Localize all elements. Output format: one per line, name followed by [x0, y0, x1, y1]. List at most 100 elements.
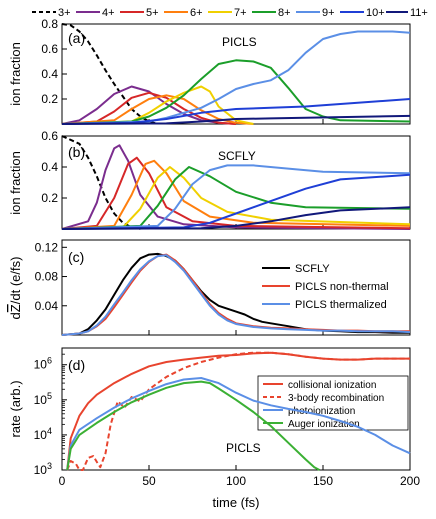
legend-label-picls-nonthermal: PICLS non-thermal: [295, 281, 389, 293]
panel-c-legend: SCFLY PICLS non-thermal PICLS thermalize…: [262, 263, 389, 311]
svg-text:dZ/dt (e/fs): dZ/dt (e/fs): [8, 257, 23, 320]
panel-c-label: (c): [68, 249, 84, 265]
panel-a-ticks: 0.2 0.4 0.6 0.8: [41, 17, 411, 124]
panel-a: (a) PICLS ion fraction 0.2 0.4 0.6 0.8: [8, 17, 411, 125]
legend-item-4plus: 4+: [76, 7, 115, 19]
legend-item-8plus: 8+: [252, 7, 291, 19]
panel-c-ytick-label: 0.12: [35, 240, 59, 254]
panel-d-ytick-label: 103: [34, 461, 52, 477]
panel-b-series-8plus: [61, 166, 411, 230]
legend-label-collisional: collisional ionization: [288, 380, 376, 391]
panel-d-ytick-label: 104: [34, 426, 52, 442]
panel-b-series-6plus: [61, 159, 411, 230]
x-axis-label: time (fs): [213, 495, 260, 510]
legend-label-photoionization: photoionization: [288, 406, 355, 417]
panel-a-ytick-label: 0.6: [41, 42, 58, 56]
panel-b-series-11plus: [61, 206, 411, 230]
panel-d-series: [66, 351, 411, 471]
xtick-label: 100: [226, 474, 246, 488]
panel-c-series: [61, 252, 411, 336]
panel-a-series-7plus: [61, 85, 254, 125]
panel-a-ytick-label: 0.8: [41, 17, 58, 31]
panel-c-ytick-label: 0.08: [35, 270, 59, 284]
panel-a-ytick-label: 0.4: [41, 67, 58, 81]
panel-b-ytick-label: 0.6: [41, 129, 58, 143]
legend-item-3plus: 3+: [32, 7, 71, 19]
xtick-label: 0: [59, 474, 66, 488]
xtick-label: 50: [142, 474, 156, 488]
legend-item-picls-nonthermal: PICLS non-thermal: [262, 281, 389, 293]
panel-d-label: (d): [68, 357, 85, 373]
legend-item-photoionization: photoionization: [263, 406, 355, 417]
panel-a-series-3plus: [61, 23, 158, 125]
panel-b-series-5plus: [61, 156, 411, 230]
legend-label-4plus: 4+: [102, 7, 115, 19]
legend-label-auger: Auger ionization: [288, 419, 360, 430]
top-legend: 3+ 4+ 5+ 6+ 7+ 8+ 9+ 10+ 11+: [32, 7, 428, 19]
legend-label-8plus: 8+: [278, 7, 291, 19]
panel-d-series-auger-ionization: [66, 380, 320, 471]
legend-box: [257, 375, 409, 431]
panel-b-ylabel: ion fraction: [8, 151, 23, 215]
panel-c-ylabel: dZ/dt (e/fs): [8, 257, 23, 320]
xtick-label: 200: [400, 474, 420, 488]
legend-item-6plus: 6+: [164, 7, 203, 19]
panel-c: (c) dZ/dt (e/fs) SCFLY PICLS non-thermal…: [8, 239, 411, 336]
legend-item-collisional: collisional ionization: [263, 380, 376, 391]
panel-b-series-10plus: [61, 173, 411, 230]
legend-label-10plus: 10+: [366, 7, 385, 19]
legend-label-3plus: 3+: [58, 7, 71, 19]
legend-item-scfly: SCFLY: [262, 263, 330, 275]
panel-a-series: [61, 23, 411, 125]
legend-item-11plus: 11+: [386, 7, 428, 19]
panel-d-annotation: PICLS: [226, 441, 261, 455]
panel-d-series-3-body-recombination: [66, 351, 410, 471]
legend-label-recombination: 3-body recombination: [288, 393, 384, 404]
legend-label-5plus: 5+: [146, 7, 159, 19]
panel-b-ytick-label: 0.4: [41, 160, 58, 174]
panel-b-series: [61, 135, 411, 230]
legend-item-5plus: 5+: [120, 7, 159, 19]
panel-d-ylabel: rate (arb.): [8, 380, 23, 437]
zbar-symbol: Z: [8, 304, 23, 312]
legend-label-scfly: SCFLY: [295, 263, 330, 275]
panel-a-ylabel: ion fraction: [8, 42, 23, 106]
legend-label-11plus: 11+: [410, 7, 428, 19]
panel-b-ticks: 0.2 0.4 0.6: [41, 129, 411, 229]
xtick-label: 150: [313, 474, 333, 488]
panel-c-series-picls-thermalized: [61, 254, 411, 336]
panel-d-ticks: 103 104 105 106: [34, 347, 411, 477]
panel-a-label: (a): [68, 30, 85, 46]
panel-a-series-11plus: [61, 114, 411, 125]
legend-label-7plus: 7+: [234, 7, 247, 19]
legend-item-picls-thermalized: PICLS thermalized: [262, 299, 387, 311]
panel-d-ytick-label: 105: [34, 391, 52, 407]
panel-d: (d) PICLS rate (arb.) time (fs) collisio…: [8, 347, 421, 510]
panel-b-label: (b): [68, 144, 85, 160]
panel-a-annotation: PICLS: [222, 35, 257, 49]
panel-b-series-9plus: [61, 164, 411, 230]
panel-d-ytick-label: 106: [34, 356, 52, 372]
legend-label-6plus: 6+: [190, 7, 203, 19]
legend-item-9plus: 9+: [296, 7, 335, 19]
panel-b-annotation: SCFLY: [218, 149, 256, 163]
panel-b: (b) SCFLY ion fraction 0.2 0.4 0.6: [8, 129, 411, 230]
panel-d-legend: collisional ionization 3-body recombinat…: [257, 375, 409, 431]
legend-item-10plus: 10+: [340, 7, 385, 19]
panel-a-series-9plus: [61, 30, 411, 125]
panel-a-ytick-label: 0.2: [41, 92, 58, 106]
panel-d-series-photoionization: [66, 377, 411, 471]
legend-label-picls-thermalized: PICLS thermalized: [295, 299, 387, 311]
panel-b-ytick-label: 0.2: [41, 191, 58, 205]
x-axis-ticks: 0 50 100 150 200: [59, 474, 421, 488]
panel-c-ytick-label: 0.04: [35, 299, 59, 313]
panel-c-ticks: 0.04 0.08 0.12: [35, 240, 411, 335]
legend-item-recombination: 3-body recombination: [263, 393, 384, 404]
panel-b-series-4plus: [61, 144, 411, 230]
panel-a-series-10plus: [61, 98, 411, 125]
panel-b-series-7plus: [61, 166, 411, 230]
legend-item-7plus: 7+: [208, 7, 247, 19]
panel-a-series-8plus: [61, 59, 411, 125]
legend-label-9plus: 9+: [322, 7, 335, 19]
